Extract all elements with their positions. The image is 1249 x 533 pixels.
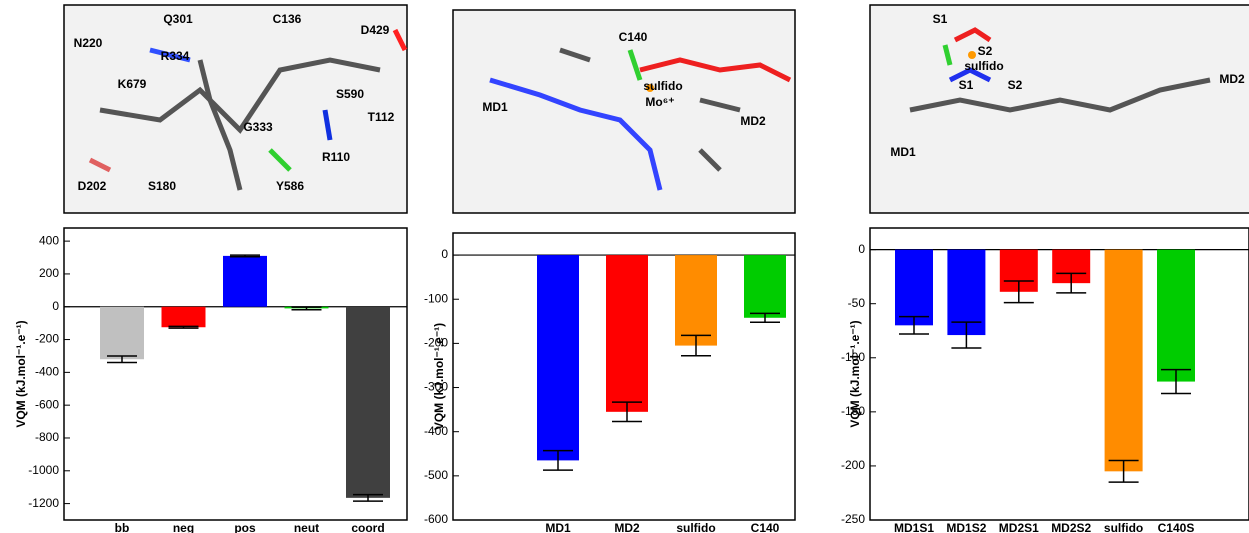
- y-axis-label: VQM (kJ.mol⁻¹.e⁻¹): [848, 320, 862, 427]
- structure-label: Y586: [276, 179, 304, 193]
- structure-label: Mo⁶⁺: [645, 95, 674, 109]
- bar: [675, 255, 717, 346]
- structure-label: R110: [322, 150, 350, 164]
- structure-label: MD1: [482, 100, 508, 114]
- structure-label: T112: [368, 110, 395, 124]
- bar: [346, 307, 390, 498]
- bar: [100, 307, 144, 359]
- y-tick-label: 0: [858, 242, 865, 256]
- structure-label: S1: [959, 78, 974, 92]
- bar: [537, 255, 579, 460]
- structure-label: S1: [933, 12, 948, 26]
- structure-label: N220: [74, 36, 103, 50]
- structure-label: C136: [273, 12, 302, 26]
- structure-label: D429: [361, 23, 390, 37]
- structure-panel: [870, 5, 1249, 213]
- structure-label: MD2: [740, 114, 766, 128]
- y-tick-label: -800: [35, 430, 59, 444]
- structure-label: S2: [1008, 78, 1023, 92]
- x-tick-label: MD1: [545, 521, 571, 533]
- bar: [1157, 250, 1195, 382]
- bar: [223, 256, 267, 307]
- x-tick-label: neut: [294, 521, 319, 533]
- x-tick-label: MD2: [614, 521, 640, 533]
- structure-label: sulfido: [964, 59, 1003, 73]
- y-tick-label: -100: [424, 291, 448, 305]
- structure-label: sulfido: [643, 79, 682, 93]
- bar: [606, 255, 648, 412]
- structure-label: S2: [978, 44, 993, 58]
- bar: [1105, 250, 1143, 472]
- structure-label: S180: [148, 179, 176, 193]
- x-tick-label: C140S: [1158, 521, 1195, 533]
- structure-label: Q301: [163, 12, 193, 26]
- structure-label: S590: [336, 87, 364, 101]
- y-tick-label: -1000: [28, 463, 59, 477]
- y-tick-label: -1200: [28, 496, 59, 510]
- x-tick-label: MD1S1: [894, 521, 934, 533]
- x-tick-label: coord: [351, 521, 384, 533]
- x-tick-label: sulfido: [676, 521, 715, 533]
- structure-label: MD1: [890, 145, 916, 159]
- structure-label: R334: [161, 49, 190, 63]
- structure-label: D202: [78, 179, 107, 193]
- structure-label: MD2: [1219, 72, 1245, 86]
- structure-label: K679: [118, 77, 147, 91]
- y-tick-label: -500: [424, 468, 448, 482]
- x-tick-label: sulfido: [1104, 521, 1143, 533]
- y-axis-label: VQM (kJ.mol⁻¹.e⁻¹): [432, 323, 446, 430]
- x-tick-label: MD1S2: [946, 521, 986, 533]
- y-tick-label: 0: [441, 247, 448, 261]
- x-tick-label: neg: [173, 521, 194, 533]
- y-tick-label: -600: [424, 512, 448, 526]
- y-tick-label: -50: [848, 296, 866, 310]
- structure-label: G333: [243, 120, 273, 134]
- figure: N220 Q301 C136 D429 R334 K679 S590 G333 T112 R110…: [0, 0, 1249, 533]
- x-tick-label: C140: [751, 521, 780, 533]
- y-axis-label: VQM (kJ.mol⁻¹.e⁻¹): [14, 320, 28, 427]
- y-tick-label: -200: [35, 332, 59, 346]
- y-tick-label: -400: [35, 365, 59, 379]
- y-tick-label: -600: [35, 397, 59, 411]
- bar: [895, 250, 933, 326]
- structure-panel: [64, 5, 407, 213]
- x-tick-label: pos: [234, 521, 256, 533]
- structure-label: C140: [619, 30, 648, 44]
- y-tick-label: -200: [841, 458, 865, 472]
- bar: [162, 307, 206, 328]
- x-tick-label: MD2S1: [999, 521, 1039, 533]
- bar: [744, 255, 786, 318]
- y-tick-label: -250: [841, 512, 865, 526]
- x-tick-label: MD2S2: [1051, 521, 1091, 533]
- y-tick-label: 0: [52, 299, 59, 313]
- x-tick-label: bb: [115, 521, 130, 533]
- y-tick-label: 400: [39, 233, 59, 247]
- y-tick-label: 200: [39, 266, 59, 280]
